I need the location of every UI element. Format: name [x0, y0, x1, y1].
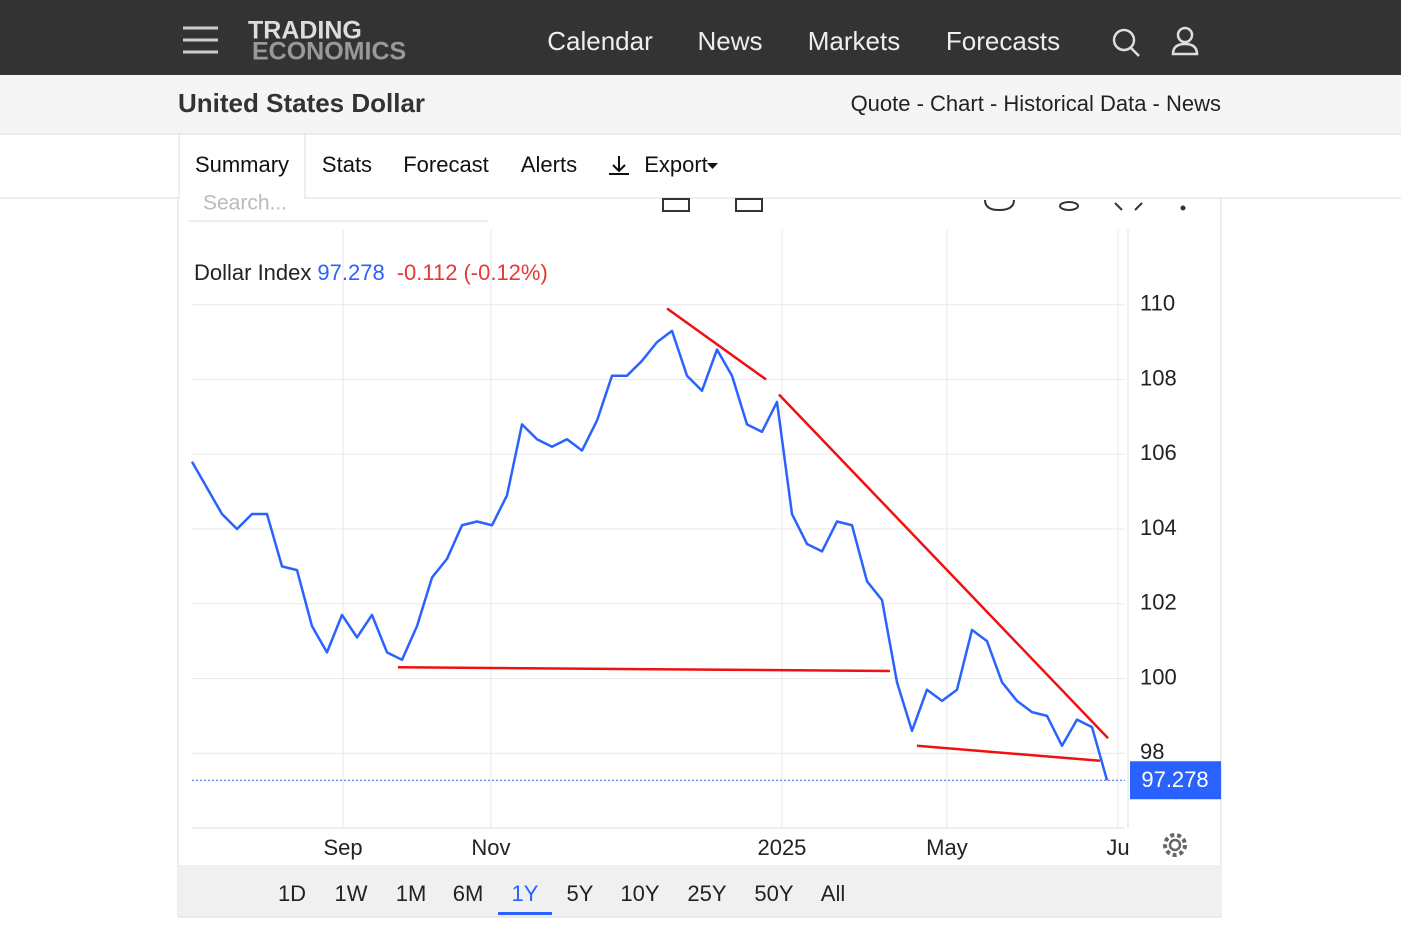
- legend-part: 97.278: [317, 260, 384, 285]
- nav-link[interactable]: Forecasts: [946, 26, 1060, 56]
- range-button[interactable]: 10Y: [620, 881, 659, 906]
- legend-part: Dollar Index: [194, 260, 311, 285]
- y-tick-label: 102: [1140, 590, 1177, 615]
- user-icon[interactable]: [1171, 26, 1199, 56]
- tab[interactable]: Stats: [322, 152, 372, 177]
- logo[interactable]: TRADING: [248, 17, 362, 45]
- y-tick-label: 106: [1140, 440, 1177, 465]
- range-underline: [498, 912, 552, 915]
- range-button[interactable]: 50Y: [754, 881, 793, 906]
- price-line: [190, 329, 1109, 781]
- range-button[interactable]: 1W: [335, 881, 368, 906]
- gear-teeth: [1163, 833, 1187, 857]
- download-icon: [609, 156, 629, 175]
- gear-hub: [1168, 838, 1182, 852]
- price-badge: [1130, 761, 1221, 800]
- toolbar-icon[interactable]: [735, 198, 763, 212]
- page-title: United States Dollar: [178, 88, 425, 118]
- range-button[interactable]: 1Y: [512, 881, 539, 906]
- toolbar-icons: [662, 198, 1186, 212]
- header-links[interactable]: Quote - Chart - Historical Data - News: [851, 91, 1221, 116]
- y-tick-label: 108: [1140, 365, 1177, 390]
- range-button[interactable]: 25Y: [687, 881, 726, 906]
- search-icon[interactable]: [1112, 28, 1140, 57]
- logo[interactable]: ECONOMICS: [252, 38, 406, 66]
- user-body: [1171, 42, 1199, 56]
- range-button[interactable]: 1M: [396, 881, 427, 906]
- legend: Dollar Index 97.278 -0.112 (-0.12%): [194, 260, 548, 285]
- user-head: [1176, 26, 1194, 44]
- y-tick-label: 110: [1140, 291, 1175, 316]
- range-button[interactable]: 6M: [453, 881, 484, 906]
- tab[interactable]: Alerts: [521, 152, 577, 177]
- trend-line: [916, 744, 1101, 762]
- range-button[interactable]: All: [821, 881, 845, 906]
- tab[interactable]: Export: [644, 152, 708, 177]
- x-tick-label: May: [926, 835, 968, 860]
- trend-line: [778, 393, 1109, 740]
- price-badge-label: 97.278: [1141, 767, 1208, 792]
- toolbar-icon[interactable]: [1114, 202, 1143, 211]
- header-band: [0, 75, 1401, 134]
- nav-link[interactable]: Calendar: [547, 26, 653, 56]
- toolbar-icon[interactable]: [984, 199, 1015, 212]
- range-button[interactable]: 5Y: [567, 881, 594, 906]
- legend-part: (-0.12%): [463, 260, 547, 285]
- search-circle: [1112, 28, 1136, 52]
- y-tick-label: 98: [1140, 739, 1164, 764]
- x-tick-label: 2025: [757, 835, 806, 860]
- tab[interactable]: Forecast: [403, 152, 489, 177]
- search-handle: [1130, 47, 1140, 57]
- toolbar-icon[interactable]: [1059, 201, 1079, 211]
- top-bar: [0, 0, 1401, 75]
- caret: [707, 163, 718, 169]
- x-tick-label: Sep: [323, 835, 362, 860]
- nav-link[interactable]: News: [697, 26, 762, 56]
- search-input[interactable]: Search...: [203, 192, 287, 215]
- x-tick-label: Nov: [471, 835, 510, 860]
- y-tick-label: 100: [1140, 664, 1177, 689]
- range-button[interactable]: 1D: [278, 881, 306, 906]
- trend-line: [397, 666, 890, 673]
- menu-icon[interactable]: [183, 26, 218, 54]
- trend-line: [666, 307, 767, 381]
- toolbar-icon[interactable]: [662, 198, 690, 212]
- tab[interactable]: Summary: [195, 152, 289, 177]
- range-bar: [179, 865, 1221, 917]
- x-tick-label: Ju: [1106, 835, 1129, 860]
- tab-mask: [180, 190, 304, 200]
- settings-icon[interactable]: [1163, 833, 1187, 857]
- nav-link[interactable]: Markets: [808, 26, 900, 56]
- toolbar-icon[interactable]: [1180, 205, 1186, 211]
- legend-part: -0.112: [397, 260, 458, 285]
- y-tick-label: 104: [1140, 515, 1177, 540]
